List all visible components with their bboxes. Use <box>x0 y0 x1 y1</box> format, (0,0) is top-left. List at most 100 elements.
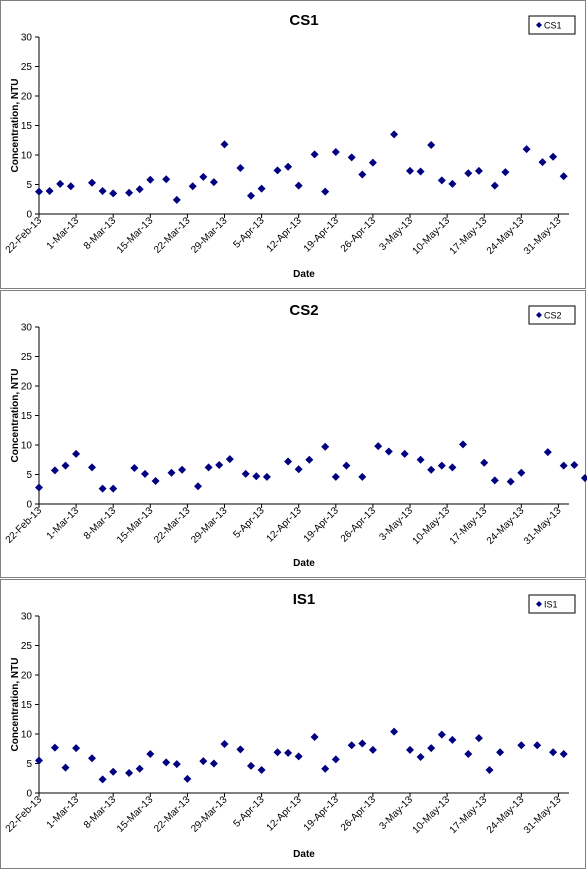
data-point <box>35 483 43 492</box>
x-tick-label: 3-May-13 <box>377 794 415 832</box>
x-tick-label: 17-May-13 <box>448 215 490 257</box>
x-tick-label: 26-Apr-13 <box>339 505 379 545</box>
data-point <box>459 440 467 449</box>
data-point <box>50 743 59 752</box>
data-point <box>321 187 330 196</box>
x-axis-label: Date <box>293 269 315 280</box>
y-tick-label: 0 <box>26 789 32 800</box>
y-tick-label: 0 <box>26 210 32 221</box>
data-point <box>61 461 70 470</box>
data-point <box>400 449 409 458</box>
x-tick-label: 19-Apr-13 <box>302 215 342 255</box>
data-point <box>183 774 192 783</box>
data-point <box>146 750 155 759</box>
y-axis-label: Concentration, NTU <box>10 658 21 752</box>
x-tick-label: 22-Feb-13 <box>4 794 45 835</box>
data-point <box>109 484 118 493</box>
data-point <box>188 182 197 191</box>
data-point <box>247 191 255 200</box>
y-tick-label: 15 <box>21 700 33 711</box>
data-point <box>61 763 70 772</box>
data-point <box>294 465 303 474</box>
data-point <box>310 732 319 741</box>
data-point <box>194 482 202 491</box>
data-point <box>172 195 181 204</box>
y-tick-label: 25 <box>21 641 33 652</box>
data-point <box>384 447 393 456</box>
x-tick-label: 5-Apr-13 <box>231 505 267 541</box>
data-point <box>199 757 208 766</box>
legend-box <box>528 15 576 35</box>
data-point <box>204 463 213 472</box>
x-tick-label: 29-Mar-13 <box>189 215 230 256</box>
data-point <box>98 775 107 784</box>
data-point <box>236 163 245 172</box>
data-point <box>45 186 54 195</box>
x-tick-label: 12-Apr-13 <box>265 215 305 255</box>
chart-title: CS2 <box>289 302 318 319</box>
data-point <box>72 449 81 458</box>
x-tick-label: 22-Mar-13 <box>152 215 193 256</box>
x-tick-label: 10-May-13 <box>411 215 453 257</box>
y-axis-label: Concentration, NTU <box>10 369 21 463</box>
data-point <box>130 464 139 473</box>
x-tick-label: 3-May-13 <box>377 505 415 543</box>
x-tick-label: 29-Mar-13 <box>189 505 230 546</box>
data-point <box>358 170 367 179</box>
x-tick-label: 26-Apr-13 <box>339 794 379 834</box>
data-point <box>257 184 266 193</box>
data-point <box>347 153 356 162</box>
data-point <box>543 448 552 457</box>
y-tick-label: 0 <box>26 500 32 511</box>
x-tick-label: 10-May-13 <box>411 505 453 547</box>
data-point <box>252 472 261 481</box>
data-point <box>474 734 483 743</box>
y-axis-label: Concentration, NTU <box>10 79 21 173</box>
data-point <box>517 741 526 750</box>
data-point <box>331 755 340 764</box>
data-point <box>437 176 446 185</box>
data-point <box>88 463 96 472</box>
y-tick-label: 15 <box>21 121 33 132</box>
chart-panel-cs2: CS2 0 5 10 15 20 25 30 22-Feb-13 1-Mar-13 8-Mar-13… <box>0 290 587 578</box>
data-point <box>549 748 558 757</box>
data-point <box>342 461 351 470</box>
data-point <box>416 753 425 762</box>
data-point <box>437 461 446 470</box>
data-point <box>209 759 218 768</box>
x-tick-label: 10-May-13 <box>411 794 453 836</box>
x-tick-label: 24-May-13 <box>485 794 527 836</box>
x-tick-label: 1-Mar-13 <box>45 215 82 252</box>
x-tick-label: 8-Mar-13 <box>82 215 119 252</box>
x-tick-label: 12-Apr-13 <box>265 505 305 545</box>
data-point <box>167 468 176 477</box>
x-tick-label: 24-May-13 <box>485 505 527 547</box>
legend-box <box>528 305 576 325</box>
data-point <box>178 465 187 474</box>
data-point <box>220 140 229 149</box>
x-tick-label: 5-Apr-13 <box>231 794 267 830</box>
data-point <box>284 162 293 171</box>
data-point <box>358 472 367 481</box>
data-point <box>496 748 505 757</box>
y-tick-label: 5 <box>26 759 32 770</box>
data-point <box>390 727 399 736</box>
data-point <box>284 457 293 466</box>
data-point <box>162 758 171 767</box>
x-tick-label: 1-Mar-13 <box>45 505 82 542</box>
data-point <box>437 730 446 739</box>
data-point <box>464 750 473 759</box>
data-point <box>135 185 144 194</box>
chart-cs2: CS2 0 5 10 15 20 25 30 22-Feb-13 1-Mar-13 8-Mar-13… <box>4 302 587 569</box>
data-point <box>262 472 271 481</box>
data-point <box>225 455 234 464</box>
data-point <box>98 186 107 195</box>
x-tick-label: 19-Apr-13 <box>302 505 342 545</box>
y-tick-label: 10 <box>21 441 33 452</box>
data-point <box>305 455 314 464</box>
x-tick-label: 22-Mar-13 <box>152 794 193 835</box>
data-point <box>490 476 499 485</box>
chart-panel-is1: IS1 0 5 10 15 20 25 30 22-Feb-13 1-Mar-13 8-Mar-13… <box>0 579 586 869</box>
data-point <box>109 189 118 198</box>
x-tick-label: 15-Mar-13 <box>115 505 156 546</box>
